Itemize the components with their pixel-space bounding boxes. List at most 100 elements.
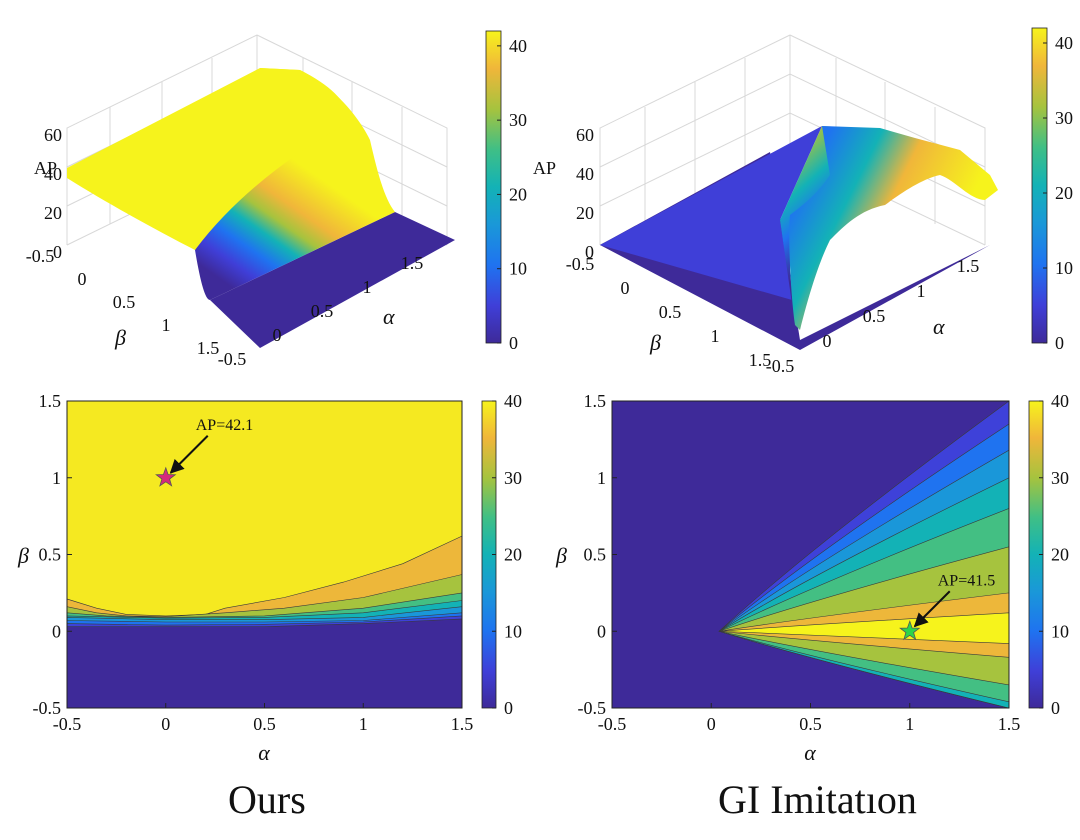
colorbar-tick-label: 40 bbox=[1055, 33, 1073, 53]
colorbar-tick-label: 20 bbox=[509, 184, 527, 204]
colorbar-tick-label: 10 bbox=[1055, 258, 1073, 278]
colorbar-tick-label: 30 bbox=[1055, 108, 1073, 128]
y-tick-label: 1 bbox=[597, 468, 606, 488]
annotation-label: AP=42.1 bbox=[196, 417, 253, 434]
alpha-tick-label: 0 bbox=[273, 325, 282, 345]
gi-surface-left bbox=[600, 126, 822, 300]
alpha-tick-label: 1.5 bbox=[401, 253, 424, 273]
gi-z-axis-label: AP bbox=[533, 158, 556, 178]
ours-contour-bands bbox=[67, 401, 462, 708]
beta-tick-label: 0 bbox=[78, 269, 87, 289]
colorbar-tick-label: 30 bbox=[504, 468, 522, 488]
alpha-tick-label: 1.5 bbox=[957, 256, 980, 276]
y-tick-label: 0 bbox=[52, 621, 61, 641]
z-tick-label: 60 bbox=[576, 125, 594, 145]
ours-beta-ticks: -0.5 0 0.5 1 1.5 bbox=[26, 246, 220, 358]
beta-tick-label: 1.5 bbox=[749, 350, 772, 370]
beta-tick-label: 1.5 bbox=[197, 338, 220, 358]
colorbar-tick-label: 0 bbox=[509, 333, 518, 353]
z-tick-label: 60 bbox=[44, 125, 62, 145]
gi-contour-plot: -0.5 0 0.5 1 1.5 -0.5 0 0.5 1 1.5 AP=41.5 α β 0 10… bbox=[555, 391, 1069, 765]
gi-beta-ticks: -0.5 0 0.5 1 1.5 bbox=[566, 254, 772, 370]
y-tick-label: 1.5 bbox=[39, 391, 62, 411]
gi-surface-colorbar bbox=[1031, 27, 1048, 344]
alpha-tick-label: 0.5 bbox=[311, 301, 334, 321]
y-tick-label: -0.5 bbox=[578, 698, 607, 718]
x-tick-label: 0.5 bbox=[253, 714, 276, 734]
colorbar-tick-label: 40 bbox=[504, 391, 522, 411]
colorbar-tick-label: 40 bbox=[1051, 391, 1069, 411]
x-tick-label: 1.5 bbox=[998, 714, 1021, 734]
z-tick-label: 20 bbox=[576, 203, 594, 223]
colorbar-tick-label: 0 bbox=[504, 698, 513, 718]
beta-tick-label: 0.5 bbox=[113, 292, 136, 312]
x-tick-label: -0.5 bbox=[598, 714, 627, 734]
beta-tick-label: -0.5 bbox=[26, 246, 55, 266]
ours-best-marker: AP=42.1 bbox=[155, 417, 253, 487]
gi-alpha-axis-label: α bbox=[933, 314, 945, 339]
x-tick-label: -0.5 bbox=[53, 714, 82, 734]
beta-tick-label: 0.5 bbox=[659, 302, 682, 322]
gi-contour-axes: -0.5 0 0.5 1 1.5 -0.5 0 0.5 1 1.5 bbox=[578, 391, 1021, 734]
gi-contour-x-label: α bbox=[804, 740, 816, 765]
ours-z-ticks: 0 20 40 60 bbox=[44, 125, 62, 262]
y-tick-label: 1 bbox=[52, 468, 61, 488]
gi-contour-colorbar-ticks: 0 10 20 30 40 bbox=[1039, 391, 1069, 718]
colorbar-tick-label: 10 bbox=[509, 259, 527, 279]
alpha-tick-label: 1 bbox=[363, 277, 372, 297]
contour-wedge bbox=[719, 612, 1009, 644]
y-tick-label: 0.5 bbox=[39, 545, 62, 565]
ours-contour-x-label: α bbox=[258, 740, 270, 765]
z-tick-label: 40 bbox=[576, 164, 594, 184]
ours-z-axis-label: AP bbox=[34, 158, 57, 178]
gi-contour-bands bbox=[718, 401, 1009, 708]
annotation-arrow bbox=[913, 590, 951, 628]
colorbar-tick-label: 10 bbox=[504, 621, 522, 641]
beta-tick-label: -0.5 bbox=[566, 254, 595, 274]
best-point-star bbox=[899, 620, 921, 641]
gi-z-ticks: 0 20 40 60 bbox=[576, 125, 594, 262]
ours-surface-colorbar-ticks: 0 10 20 30 40 bbox=[497, 36, 527, 353]
ours-beta-axis-label: β bbox=[114, 325, 126, 350]
x-tick-label: 0.5 bbox=[799, 714, 822, 734]
alpha-tick-label: 0.5 bbox=[863, 306, 886, 326]
caption-ours: Ours bbox=[228, 777, 306, 822]
annotation-arrow bbox=[169, 435, 209, 474]
z-tick-label: 40 bbox=[44, 164, 62, 184]
y-tick-label: -0.5 bbox=[33, 698, 62, 718]
alpha-tick-label: 1 bbox=[917, 281, 926, 301]
colorbar-tick-label: 20 bbox=[504, 545, 522, 565]
ours-contour-axes: -0.5 0 0.5 1 1.5 -0.5 0 0.5 1 1.5 bbox=[33, 391, 474, 734]
gi-contour-y-label: β bbox=[555, 543, 567, 568]
alpha-tick-label: 0 bbox=[823, 331, 832, 351]
colorbar-tick-label: 30 bbox=[509, 110, 527, 130]
x-tick-label: 0 bbox=[161, 714, 170, 734]
y-tick-label: 0 bbox=[597, 621, 606, 641]
best-point-star bbox=[155, 466, 177, 487]
gi-alpha-ticks: -0.5 0 0.5 1 1.5 bbox=[766, 256, 980, 376]
beta-tick-label: 1 bbox=[162, 315, 171, 335]
beta-tick-label: 0 bbox=[621, 278, 630, 298]
gi-beta-axis-label: β bbox=[649, 330, 661, 355]
beta-tick-label: 1 bbox=[711, 326, 720, 346]
ours-alpha-ticks: -0.5 0 0.5 1 1.5 bbox=[218, 253, 424, 369]
colorbar-tick-label: 20 bbox=[1051, 545, 1069, 565]
caption-gi-imitation: GI Imitatıon bbox=[718, 777, 917, 822]
y-tick-label: 0.5 bbox=[584, 545, 607, 565]
alpha-tick-label: -0.5 bbox=[766, 356, 795, 376]
colorbar-tick-label: 10 bbox=[1051, 621, 1069, 641]
x-tick-label: 1 bbox=[905, 714, 914, 734]
ours-contour-y-label: β bbox=[17, 543, 29, 568]
y-tick-label: 1.5 bbox=[584, 391, 607, 411]
colorbar-tick-label: 0 bbox=[1055, 333, 1064, 353]
x-tick-label: 1.5 bbox=[451, 714, 474, 734]
z-tick-label: 0 bbox=[585, 242, 594, 262]
gi-surface-colorbar-ticks: 0 10 20 30 40 bbox=[1043, 33, 1073, 353]
z-tick-label: 20 bbox=[44, 203, 62, 223]
alpha-tick-label: -0.5 bbox=[218, 349, 247, 369]
colorbar-tick-label: 0 bbox=[1051, 698, 1060, 718]
annotation-label: AP=41.5 bbox=[938, 572, 995, 589]
colorbar-tick-label: 20 bbox=[1055, 183, 1073, 203]
